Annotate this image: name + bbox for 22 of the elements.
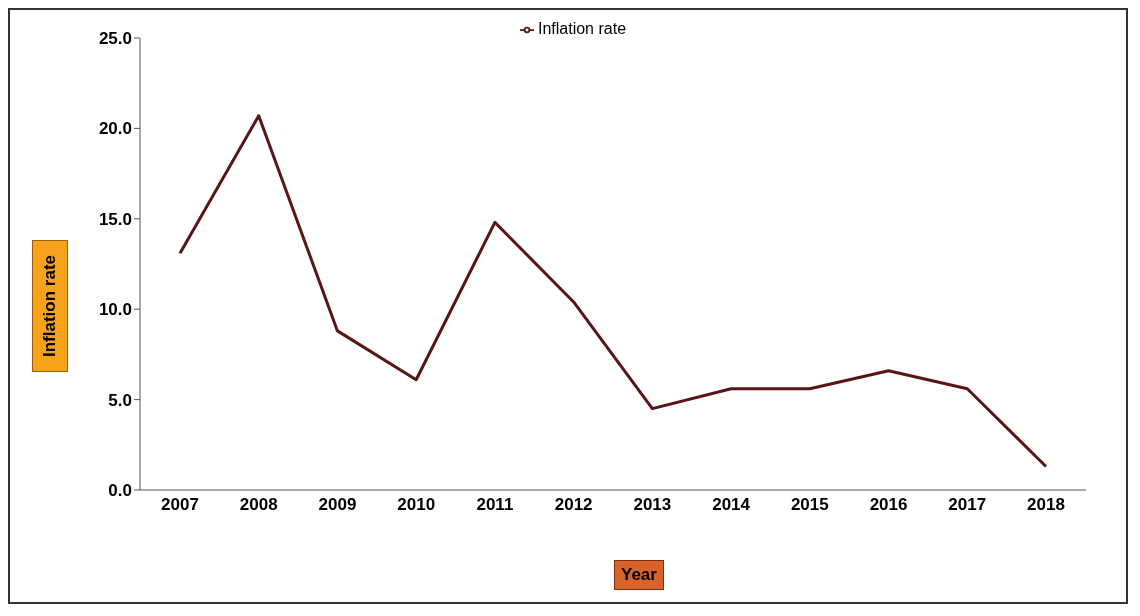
y-tick-label: 5.0 [108, 390, 132, 410]
x-tick-label: 2008 [239, 495, 278, 515]
y-tick-label: 0.0 [108, 481, 132, 501]
x-tick-label: 2013 [633, 495, 672, 515]
x-tick-label: 2009 [318, 495, 357, 515]
x-tick-label: 2007 [161, 495, 199, 515]
x-tick-label: 2012 [554, 495, 593, 515]
y-tick-label: 25.0 [98, 29, 132, 49]
y-axis-title: Inflation rate [40, 254, 60, 358]
line-series [178, 114, 1048, 468]
x-tick-label: 2014 [712, 495, 751, 515]
x-tick-label: 2016 [869, 495, 908, 515]
x-tick-label: 2015 [790, 495, 829, 515]
x-tick-label: 2011 [476, 495, 514, 515]
x-tick-label: 2010 [397, 495, 436, 515]
x-tick-label: 2017 [948, 495, 987, 515]
y-tick-label: 15.0 [98, 209, 132, 229]
y-tick-label: 10.0 [98, 300, 132, 320]
x-axis-title: Year [614, 560, 664, 590]
y-tick-label: 20.0 [98, 119, 132, 139]
legend-label: Inflation rate [537, 20, 627, 37]
x-tick-label: 2018 [1027, 495, 1065, 515]
